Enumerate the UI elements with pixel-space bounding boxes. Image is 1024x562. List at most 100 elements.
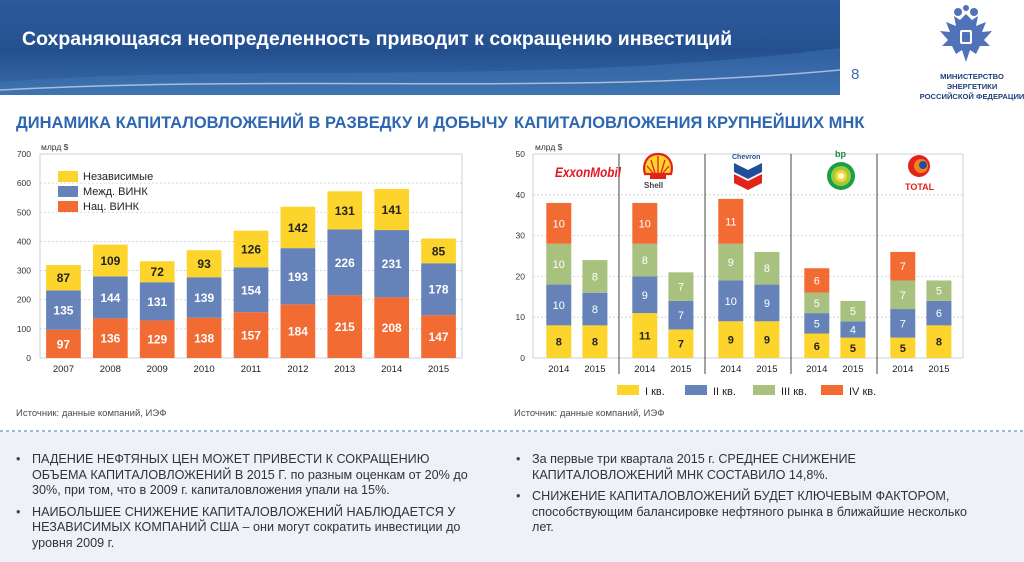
bar-segment [546, 325, 572, 358]
legend-label: I кв. [645, 386, 665, 398]
y-tick-label: 40 [516, 190, 526, 200]
data-label: 126 [241, 243, 261, 257]
data-label: 147 [429, 330, 449, 344]
bar-segment [926, 280, 952, 301]
x-axis: 2007 2008 2009 2010 2011 2012 2013 2014 2015 [53, 364, 449, 375]
bar-segment [46, 329, 81, 358]
bar-segment [718, 321, 744, 358]
bullet-item: За первые три квартала 2015 г. СРЕДНЕЕ С… [514, 452, 984, 483]
bottom-divider [0, 430, 1024, 433]
data-label: 9 [764, 298, 770, 310]
y-axis-label: млрд $ [41, 142, 69, 152]
legend-swatch [753, 385, 775, 395]
data-label: 129 [147, 333, 167, 347]
y-tick-label: 400 [17, 236, 31, 246]
bar-segment [668, 272, 694, 301]
data-label: 97 [57, 337, 71, 351]
legend-swatch [821, 385, 843, 395]
chevron-logo: Chevron [732, 154, 762, 190]
header-wave [0, 48, 840, 95]
bar-segment [280, 248, 316, 305]
bar-segment [280, 304, 316, 358]
bars: 97 135 87 136 144 109 129 131 72 138 139 93 157 154 12… [46, 188, 456, 358]
data-label: 4 [850, 324, 856, 336]
bar-segment [92, 318, 128, 358]
ministry-line-2: РОССИЙСКОЙ ФЕДЕРАЦИИ [919, 92, 1024, 101]
plot-frame [532, 153, 964, 359]
data-label: 6 [936, 308, 942, 320]
data-label: 5 [850, 306, 856, 318]
bar-segment [890, 309, 916, 338]
x-tick-label: 2015 [842, 364, 863, 375]
y-axis: 0 100 200 300 400 500 600 700 млрд $ [17, 142, 69, 363]
svg-text:bp: bp [835, 149, 846, 159]
data-label: 10 [553, 259, 565, 271]
data-label: 5 [900, 343, 906, 355]
y-tick-label: 200 [17, 295, 31, 305]
company-logos: ExxonMobil Shell Chevron bp TOTAL [555, 149, 935, 192]
bar-segment [754, 321, 780, 358]
bars: 8 10 10 10 8 8 8 11 9 8 10 7 7 7 9 10 9 11 9 9 8 6 5 5 6 5 4 5 5 7 7 7 8… [546, 198, 952, 358]
x-tick-label: 2015 [756, 364, 777, 375]
data-label: 9 [728, 335, 734, 347]
y-tick-label: 0 [26, 353, 31, 363]
y-tick-label: 0 [520, 353, 525, 363]
legend-label: III кв. [781, 386, 807, 398]
shell-logo: Shell [643, 152, 673, 190]
bar-segment [139, 261, 175, 283]
data-label: 7 [900, 318, 906, 330]
x-tick-label: 2014 [720, 364, 741, 375]
bar-segment [546, 202, 572, 244]
bar-segment [546, 243, 572, 285]
bar-segment [546, 284, 572, 326]
data-label: 7 [678, 282, 684, 294]
data-label: 8 [764, 263, 770, 275]
bar-segment [582, 325, 608, 358]
bar-segment [632, 313, 658, 358]
bar-segment [840, 337, 866, 358]
data-label: 193 [288, 270, 308, 284]
x-tick-label: 2015 [670, 364, 691, 375]
y-tick-label: 50 [516, 149, 526, 159]
x-tick-label: 2014 [634, 364, 655, 375]
x-tick-label: 2008 [100, 364, 121, 375]
bar-segment [233, 267, 269, 313]
y-tick-label: 20 [516, 271, 526, 281]
bar-segment [92, 276, 128, 319]
bar-segment [139, 282, 175, 321]
bar-segment [139, 320, 175, 358]
bar-segment [754, 251, 780, 285]
legend-swatch [58, 186, 78, 197]
data-label: 178 [429, 283, 449, 297]
data-label: 85 [432, 244, 446, 258]
left-chart-title: ДИНАМИКА КАПИТАЛОВЛОЖЕНИЙ В РАЗВЕДКУ И Д… [16, 114, 508, 132]
bar-segment [186, 250, 222, 278]
data-label: 7 [900, 290, 906, 302]
bar-segment [327, 229, 363, 296]
svg-text:Shell: Shell [644, 181, 663, 190]
bullet-item: НАИБОЛЬШЕЕ СНИЖЕНИЕ КАПИТАЛОВЛОЖЕНИЙ НАБ… [14, 505, 484, 552]
data-label: 7 [678, 310, 684, 322]
right-chart-title: КАПИТАЛОВЛОЖЕНИЯ КРУПНЕЙШИХ МНК [514, 114, 865, 132]
bar-segment [92, 244, 128, 277]
data-label: 8 [642, 255, 648, 267]
majors-capex-chart: 0 10 20 30 40 50 млрд $ ExxonMobil Shell Chevr… [516, 142, 964, 398]
bar-segment [804, 333, 830, 358]
bar-segment [804, 292, 830, 314]
data-label: 7 [678, 339, 684, 351]
data-label: 157 [241, 329, 261, 343]
data-label: 5 [814, 298, 820, 310]
bar-segment [374, 188, 410, 231]
header-wave-line [0, 69, 840, 91]
y-tick-label: 500 [17, 207, 31, 217]
data-label: 8 [592, 337, 598, 349]
russian-emblem-icon [940, 5, 992, 62]
bar-segment [582, 292, 608, 326]
x-tick-label: 2009 [147, 364, 168, 375]
bar-segment [926, 300, 952, 326]
data-label: 10 [725, 296, 737, 308]
bar-segment [632, 276, 658, 314]
bar-segment [233, 230, 269, 268]
legend-label: IV кв. [849, 386, 876, 398]
svg-text:ExxonMobil: ExxonMobil [555, 165, 621, 180]
